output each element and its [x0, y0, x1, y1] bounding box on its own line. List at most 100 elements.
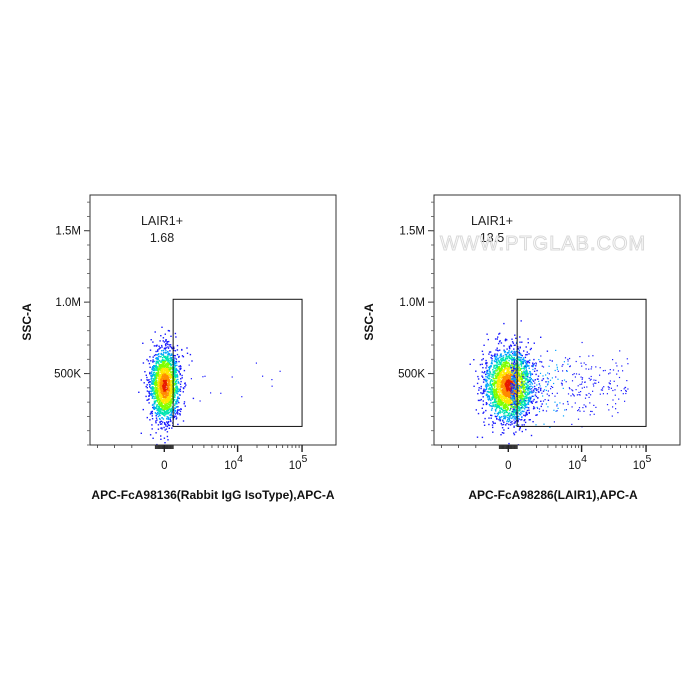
event-dot — [173, 388, 176, 390]
event-dot — [483, 388, 485, 390]
event-dot — [494, 353, 496, 355]
event-dot — [175, 418, 177, 420]
event-dot — [148, 390, 150, 393]
event-dot — [595, 382, 597, 384]
event-dot — [493, 390, 495, 392]
event-dot — [168, 427, 170, 429]
event-dot — [160, 397, 162, 400]
event-dot — [506, 414, 508, 417]
event-dot — [153, 365, 156, 368]
event-dot — [511, 390, 513, 392]
event-dot — [161, 359, 164, 361]
event-dot — [608, 388, 610, 390]
event-dot — [166, 341, 169, 343]
x-tick-base: 10 — [568, 460, 581, 472]
event-dot — [166, 416, 168, 418]
event-dot — [166, 435, 169, 438]
event-dot — [608, 382, 610, 384]
event-dot — [509, 384, 512, 386]
event-dot — [513, 377, 515, 379]
event-dot — [485, 378, 487, 381]
event-dot — [512, 397, 514, 399]
event-dot — [495, 381, 497, 383]
event-dot — [485, 362, 487, 364]
event-dot — [152, 406, 154, 409]
event-dot — [506, 377, 508, 380]
event-dot — [542, 400, 545, 402]
event-dot — [602, 370, 604, 372]
event-dot — [497, 366, 500, 369]
event-dot — [507, 399, 509, 401]
event-dot — [547, 390, 549, 392]
event-dot — [506, 409, 508, 411]
event-dot — [518, 375, 520, 378]
event-dot — [192, 397, 195, 400]
event-dot — [554, 395, 556, 397]
event-dot — [191, 360, 193, 362]
event-dot — [166, 421, 168, 423]
event-dot — [606, 404, 609, 406]
event-dot — [168, 399, 170, 401]
event-dot — [158, 388, 161, 391]
event-dot — [598, 381, 600, 383]
event-dot — [262, 375, 264, 377]
event-dot — [169, 360, 172, 362]
event-dot — [599, 393, 601, 395]
event-dot — [584, 397, 587, 399]
event-dot — [511, 362, 513, 364]
event-dot — [527, 360, 530, 362]
event-dot — [162, 373, 164, 375]
event-dot — [517, 402, 519, 404]
event-dot — [140, 432, 142, 434]
event-dot — [166, 413, 169, 415]
event-dot — [520, 393, 522, 395]
event-dot — [496, 415, 499, 417]
event-dot — [498, 394, 500, 396]
event-dot — [166, 384, 168, 387]
event-dot — [525, 413, 528, 415]
event-dot — [519, 369, 521, 371]
event-dot — [163, 377, 165, 379]
event-dot — [601, 387, 604, 389]
event-dot — [547, 383, 549, 385]
event-dot — [495, 370, 497, 372]
event-dot — [490, 417, 492, 419]
event-dot — [168, 395, 170, 397]
event-dot — [500, 368, 502, 371]
event-dot — [506, 395, 509, 398]
event-dot — [583, 362, 585, 364]
event-dot — [524, 397, 526, 399]
event-dot — [518, 392, 521, 395]
event-dot — [528, 385, 531, 388]
event-dot — [489, 370, 491, 373]
event-dot — [531, 383, 534, 385]
event-dot — [494, 393, 496, 395]
event-dot — [618, 398, 620, 400]
event-dot — [166, 366, 168, 368]
event-dot — [499, 409, 501, 412]
event-dot — [169, 357, 171, 360]
event-dot — [581, 381, 583, 383]
event-dot — [502, 401, 504, 404]
event-dot — [160, 427, 162, 429]
event-dot — [512, 374, 514, 377]
event-dot — [174, 396, 176, 399]
event-dot — [156, 399, 158, 401]
event-dot — [524, 372, 527, 374]
event-dot — [486, 371, 488, 373]
event-dot — [520, 411, 522, 413]
event-dot — [504, 414, 506, 417]
event-dot — [521, 392, 523, 395]
event-dot — [518, 371, 520, 374]
event-dot — [499, 375, 501, 377]
event-dot — [517, 419, 519, 422]
event-dot — [151, 411, 153, 414]
event-dot — [535, 373, 537, 376]
event-dot — [520, 399, 522, 402]
event-dot — [577, 410, 579, 412]
event-dot — [150, 360, 152, 362]
event-dot — [174, 399, 176, 401]
event-dot — [622, 370, 624, 372]
event-dot — [167, 362, 169, 364]
event-dot — [509, 375, 511, 377]
